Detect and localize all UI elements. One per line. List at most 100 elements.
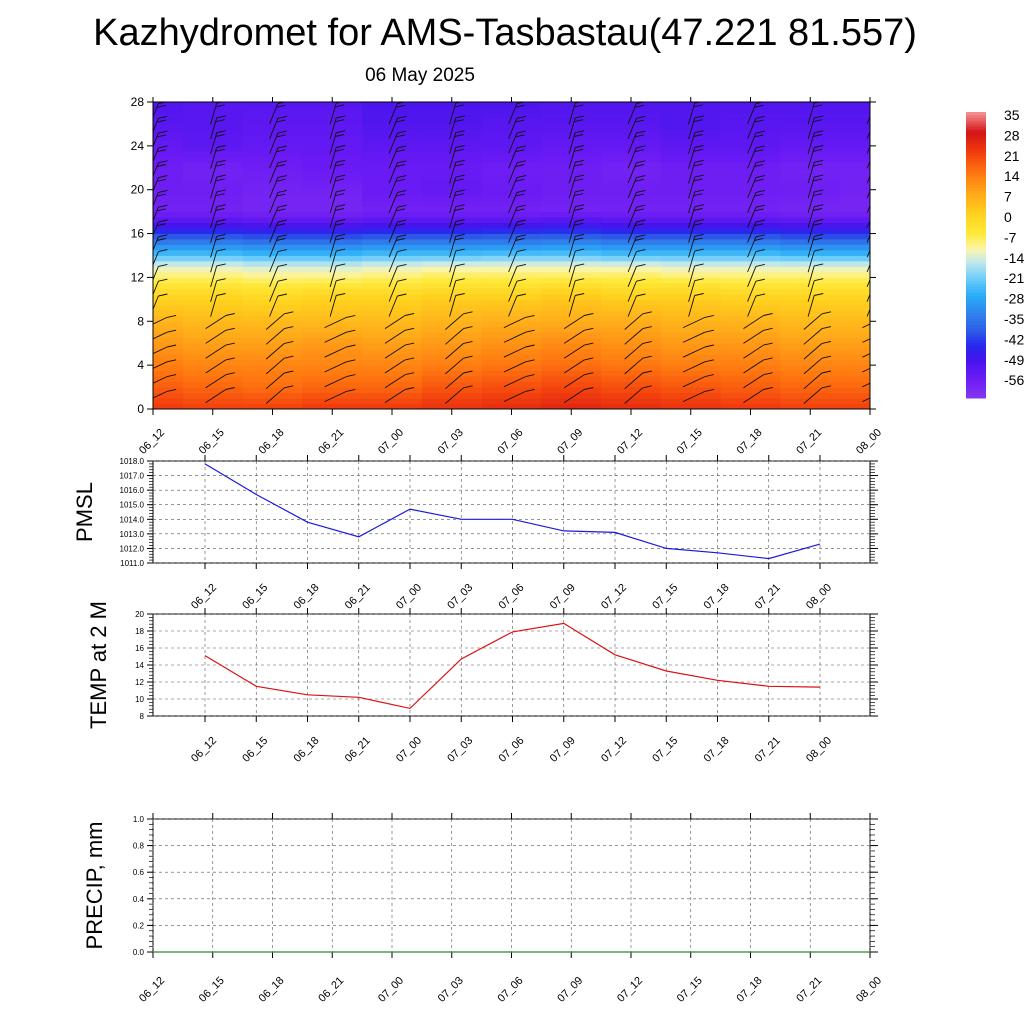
heatmap-cell bbox=[421, 239, 483, 245]
heatmap-cell bbox=[421, 387, 483, 393]
wind-barb-feather bbox=[346, 359, 356, 363]
heatmap-cell bbox=[242, 266, 303, 273]
wind-barb-feather bbox=[284, 326, 294, 330]
heatmap-cell bbox=[840, 299, 870, 306]
heatmap-cell bbox=[840, 315, 870, 322]
colorbar-swatch bbox=[966, 395, 986, 399]
wind-barb-feather bbox=[884, 375, 893, 377]
heatmap-cell bbox=[541, 310, 602, 317]
heatmap-cell bbox=[481, 107, 542, 114]
colorbar-swatch bbox=[966, 114, 986, 119]
wind-barb-feather bbox=[813, 134, 823, 137]
heatmap-cell bbox=[481, 271, 542, 278]
wind-barb-feather bbox=[693, 237, 703, 241]
heatmap-cell bbox=[720, 288, 781, 295]
wind-barb bbox=[384, 315, 406, 329]
heatmap-cell bbox=[481, 250, 542, 256]
wind-barb-feather bbox=[455, 278, 465, 282]
wind-barb-feather bbox=[515, 119, 525, 123]
wind-barb-feather bbox=[636, 189, 646, 193]
wind-barb bbox=[688, 250, 696, 273]
heatmap-cell bbox=[182, 178, 244, 185]
wind-barb-feather bbox=[754, 178, 764, 182]
wind-barb bbox=[866, 130, 870, 139]
heatmap-cell bbox=[182, 107, 244, 114]
colorbar-swatch bbox=[966, 152, 986, 157]
heatmap-cell bbox=[242, 244, 303, 251]
heatmap-cell bbox=[153, 392, 184, 399]
wind-barb-feather bbox=[516, 249, 526, 253]
heatmap-cell bbox=[153, 337, 184, 344]
wind-barb-feather bbox=[335, 178, 345, 182]
wind-barb-feather bbox=[755, 145, 765, 149]
wind-barb-feather bbox=[704, 329, 714, 333]
wind-barb-feather bbox=[395, 164, 405, 167]
wind-barb-feather bbox=[754, 134, 764, 138]
heatmap-cell bbox=[153, 239, 184, 245]
wind-barb-feather bbox=[875, 146, 884, 148]
wind-barb-feather bbox=[693, 104, 703, 108]
heatmap-cell bbox=[302, 387, 363, 393]
heatmap-cell bbox=[541, 250, 602, 256]
heatmap-cell bbox=[481, 118, 542, 125]
wind-barb bbox=[803, 343, 823, 360]
pmsl-y-tick-label: 1017.0 bbox=[120, 472, 145, 481]
wind-barb-feather bbox=[284, 355, 294, 359]
colorbar-swatch bbox=[966, 173, 986, 177]
wind-barb bbox=[449, 295, 457, 317]
wind-barb-feather bbox=[755, 219, 765, 223]
heatmap-cell bbox=[421, 178, 483, 185]
heatmap-cell bbox=[720, 102, 781, 108]
heatmap-cell bbox=[362, 403, 423, 409]
colorbar-swatch bbox=[966, 287, 986, 291]
heatmap-cell bbox=[840, 189, 870, 196]
colorbar-swatch bbox=[966, 112, 986, 116]
heatmap-cell bbox=[481, 326, 542, 333]
precip-y-tick-label: 0.0 bbox=[133, 948, 145, 957]
heatmap-cell bbox=[481, 277, 542, 284]
pmsl-x-tick-label: 07_00 bbox=[394, 582, 424, 612]
heatmap-cell bbox=[601, 145, 662, 152]
wind-barb-feather bbox=[405, 372, 415, 376]
heatmap-cell bbox=[153, 376, 184, 382]
heatmap-cell bbox=[541, 293, 602, 300]
wind-barb-feather bbox=[525, 329, 535, 333]
wind-barb bbox=[153, 251, 159, 267]
heatmap-cell bbox=[182, 332, 244, 339]
heatmap-cell bbox=[541, 211, 602, 218]
wind-barb-feather bbox=[336, 293, 346, 296]
heatmap-cell bbox=[362, 151, 423, 158]
heatmap-cell bbox=[153, 398, 184, 404]
heatmap-cell bbox=[720, 359, 781, 366]
wind-barb-feather bbox=[405, 387, 415, 390]
heatmap-cell bbox=[780, 118, 841, 125]
wind-barb-feather bbox=[642, 370, 652, 374]
heatmap-cell bbox=[840, 200, 870, 207]
heatmap-cell bbox=[780, 129, 841, 136]
heatmap-cell bbox=[242, 222, 303, 229]
wind-barb bbox=[624, 387, 644, 404]
wind-barb bbox=[807, 250, 815, 273]
temperature-cross-section bbox=[153, 102, 870, 409]
wind-barb-feather bbox=[225, 372, 235, 376]
heatmap-cell bbox=[153, 167, 184, 174]
heatmap-cell bbox=[153, 244, 184, 251]
colorbar-swatch bbox=[966, 383, 986, 387]
heatmap-cell bbox=[153, 381, 184, 388]
wind-barb-feather bbox=[584, 342, 594, 346]
heatmap-cell bbox=[720, 310, 781, 317]
heatmap-cell bbox=[660, 107, 722, 114]
heatmap-cell bbox=[153, 304, 184, 311]
colorbar-swatch bbox=[966, 179, 986, 183]
heatmap-cell bbox=[541, 326, 602, 333]
heatmap-cell bbox=[481, 145, 542, 152]
heatmap-cell bbox=[660, 370, 722, 377]
heatmap-cell bbox=[840, 337, 870, 344]
wind-barb-feather bbox=[755, 115, 765, 119]
pmsl-y-tick-label: 1018.0 bbox=[120, 457, 145, 466]
heatmap-cell bbox=[182, 140, 244, 147]
heatmap-cell bbox=[660, 326, 722, 333]
heatmap-cell bbox=[153, 387, 184, 393]
heatmap-cell bbox=[242, 288, 303, 295]
wind-barb-feather bbox=[694, 130, 704, 134]
